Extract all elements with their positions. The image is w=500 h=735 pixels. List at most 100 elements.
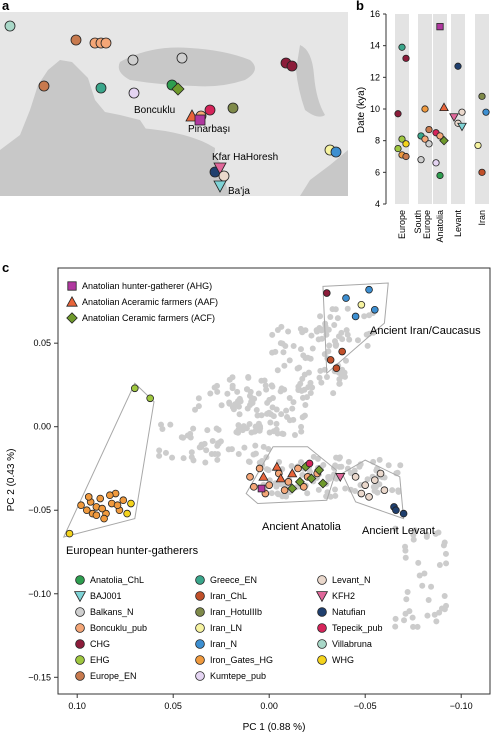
- pca-x-tick-label: 0.05: [164, 701, 182, 711]
- modern-sample: [247, 388, 254, 395]
- modern-sample: [305, 369, 312, 376]
- modern-sample: [297, 346, 304, 353]
- region-band: [433, 14, 447, 204]
- legend-label: Tepecik_pub: [332, 623, 383, 633]
- key-label: Anatolian hunter-gatherer (AHG): [82, 281, 212, 291]
- pca-y-tick-label: −0.05: [28, 505, 51, 515]
- map-site-marker: [227, 102, 239, 114]
- modern-sample: [281, 362, 288, 369]
- pca-sample-point: [287, 468, 298, 478]
- population-legend: Anatolia_ChL BAJ001 Balkans_N Boncuklu_pub C…: [73, 575, 383, 681]
- modern-sample: [195, 395, 202, 402]
- modern-sample: [323, 331, 330, 338]
- modern-sample: [336, 463, 343, 470]
- legend-marker: [75, 623, 85, 633]
- modern-sample: [240, 423, 247, 430]
- pca-y-tick-label: 0.05: [33, 338, 51, 348]
- pca-sample-point: [365, 285, 373, 294]
- panel-b-point: [398, 135, 406, 143]
- pca-sample-point: [84, 493, 93, 501]
- legend-marker: [317, 639, 327, 649]
- modern-sample: [298, 423, 305, 430]
- map-black-sea: [118, 47, 255, 87]
- pca-sample-point: [294, 476, 305, 487]
- map-site-marker: [218, 170, 230, 182]
- modern-sample: [307, 390, 314, 397]
- panel-b-tick-label: 10: [370, 104, 380, 114]
- modern-sample: [332, 492, 339, 499]
- pca-sample-point: [100, 514, 108, 523]
- modern-sample: [283, 407, 290, 414]
- key-marker: [67, 281, 77, 291]
- modern-sample: [213, 382, 220, 389]
- modern-sample: [224, 390, 231, 397]
- modern-sample: [273, 420, 280, 427]
- modern-sample: [250, 451, 257, 458]
- modern-sample: [188, 449, 195, 456]
- legend-marker: [75, 575, 85, 585]
- modern-sample: [336, 455, 343, 462]
- modern-sample: [270, 413, 277, 420]
- pca-sample-point: [113, 501, 122, 510]
- modern-sample: [330, 390, 337, 397]
- legend-label: Balkans_N: [90, 607, 134, 617]
- modern-sample: [409, 614, 416, 621]
- panel-b-tick-label: 16: [370, 9, 380, 19]
- modern-sample: [291, 432, 298, 439]
- panel-b-point: [478, 92, 486, 100]
- pca-sample-point: [275, 473, 286, 483]
- modern-sample: [269, 331, 276, 338]
- group-label-levant: Ancient Levant: [362, 525, 435, 537]
- map-site-marker: [38, 80, 50, 92]
- panel-b-tick-label: 14: [370, 41, 380, 51]
- map-site-marker: [171, 82, 185, 96]
- modern-sample: [251, 395, 258, 402]
- pca-sample-point: [96, 494, 105, 503]
- panel-b-region-label: South: [413, 210, 423, 234]
- legend-label: BAJ001: [90, 591, 122, 601]
- legend-marker: [75, 655, 85, 665]
- panel-b-tick-label: 4: [375, 199, 380, 209]
- modern-sample: [374, 489, 381, 496]
- modern-sample: [278, 411, 285, 418]
- modern-sample: [411, 527, 418, 534]
- modern-sample: [252, 423, 259, 430]
- legend-label: Greece_EN: [210, 575, 257, 585]
- pca-sample-point: [255, 464, 264, 473]
- modern-sample: [331, 338, 338, 345]
- modern-sample: [235, 450, 242, 457]
- pca-sample-point: [83, 506, 91, 515]
- modern-sample: [394, 469, 401, 476]
- modern-sample: [332, 342, 339, 349]
- modern-sample: [421, 570, 428, 577]
- map-site-marker: [204, 104, 216, 116]
- modern-sample: [414, 623, 421, 630]
- pca-sample-point: [131, 384, 139, 393]
- map-site-marker: [330, 146, 342, 158]
- panel-c-pca: c 0.10 0.05 0.00 −0.05 −0.10 0.05 0.00 −0.05 −0.…: [2, 260, 491, 733]
- panel-b-point: [454, 62, 462, 70]
- modern-sample: [285, 328, 292, 335]
- pca-x-tick-label: 0.00: [260, 701, 278, 711]
- legend-marker: [315, 591, 329, 603]
- panel-b-y-label: Date (kya): [356, 87, 367, 133]
- legend-marker: [317, 575, 327, 585]
- modern-sample: [274, 367, 281, 374]
- legend-label: WHG: [332, 655, 354, 665]
- modern-sample: [343, 327, 350, 334]
- modern-sample: [203, 447, 210, 454]
- modern-sample: [324, 326, 331, 333]
- legend-marker: [195, 671, 205, 681]
- modern-sample: [295, 386, 302, 393]
- panel-b-point: [436, 171, 444, 180]
- modern-sample: [274, 430, 281, 437]
- modern-sample: [364, 476, 371, 483]
- legend-marker: [195, 591, 205, 601]
- modern-sample: [318, 379, 325, 386]
- key-label: Anatolian Aceramic farmers (AAF): [82, 297, 218, 307]
- modern-sample: [336, 380, 343, 387]
- legend-label: Anatolia_ChL: [90, 575, 144, 585]
- panel-b-point: [474, 141, 482, 150]
